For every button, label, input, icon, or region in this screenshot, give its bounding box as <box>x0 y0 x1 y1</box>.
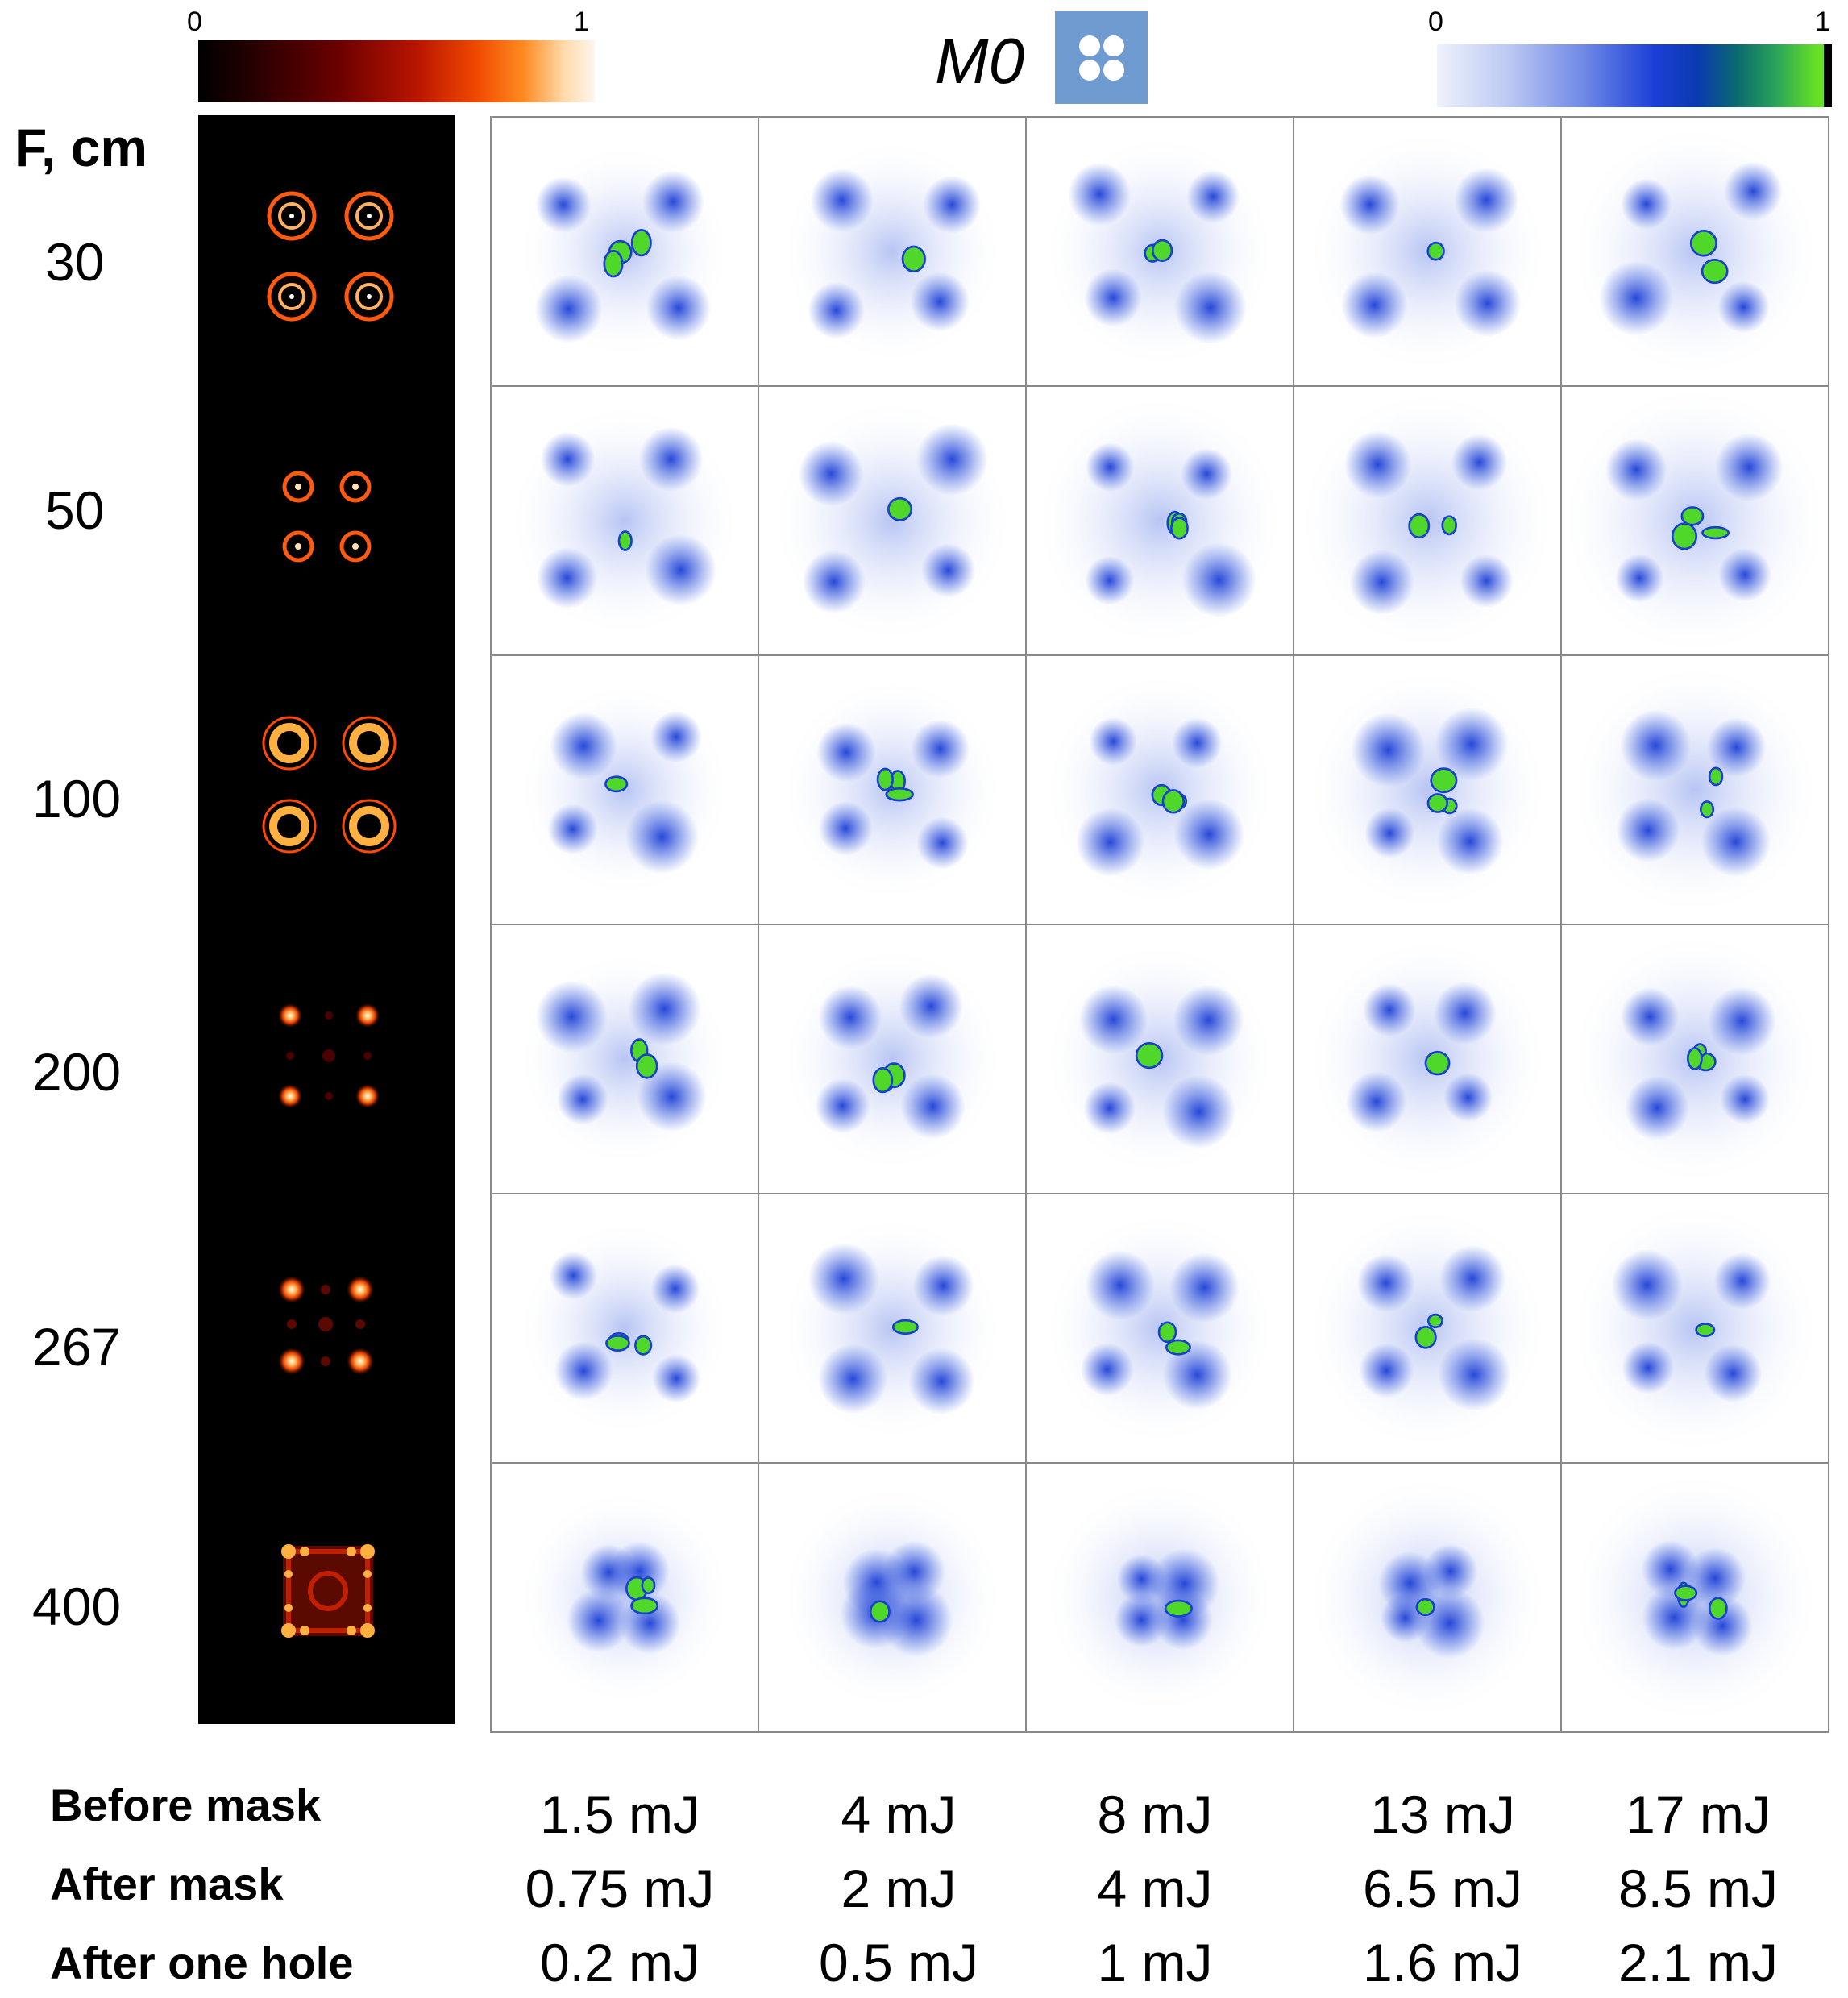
sim-row-100 <box>262 716 397 854</box>
experimental-image-grid <box>490 116 1829 1733</box>
energy-after-2: 2 mJ <box>841 1859 957 1918</box>
row-label-50: 50 <box>45 480 105 540</box>
figure-title: M0 <box>935 25 1025 97</box>
energy-hole-5: 2.1 mJ <box>1618 1933 1779 1992</box>
simulation-column <box>198 115 455 1724</box>
beam-image-F30-col4 <box>1293 116 1562 387</box>
beam-image-F100-col3 <box>1025 654 1294 925</box>
beam-image-F30-col2 <box>758 116 1027 387</box>
row-label-200: 200 <box>32 1042 122 1102</box>
beam-image-F30-col3 <box>1025 116 1294 387</box>
beam-image-F400-col3 <box>1025 1462 1294 1733</box>
hot-colorbar-min-label: 0 <box>187 6 202 37</box>
beam-image-F100-col1 <box>490 654 759 925</box>
beam-image-F50-col5 <box>1560 385 1829 656</box>
row-label-400: 400 <box>32 1576 122 1636</box>
beam-image-F50-col2 <box>758 385 1027 656</box>
beam-image-F267-col1 <box>490 1193 759 1464</box>
blue-green-colorbar <box>1437 44 1832 107</box>
energy-before-3: 8 mJ <box>1097 1784 1213 1844</box>
beam-image-F100-col5 <box>1560 654 1829 925</box>
energy-hole-2: 0.5 mJ <box>818 1933 979 1992</box>
beam-image-F400-col5 <box>1560 1462 1829 1733</box>
energy-hole-4: 1.6 mJ <box>1362 1933 1523 1992</box>
energy-before-5: 17 mJ <box>1626 1784 1771 1844</box>
blue-colorbar-max-label: 1 <box>1815 6 1830 37</box>
label-before-mask: Before mask <box>50 1780 322 1830</box>
beam-image-F50-col3 <box>1025 385 1294 656</box>
beam-image-F267-col2 <box>758 1193 1027 1464</box>
four-hole-mask-icon <box>1055 11 1148 104</box>
simulation-patterns <box>262 191 397 1638</box>
energy-before-1: 1.5 mJ <box>539 1784 700 1844</box>
beam-image-F50-col1 <box>490 385 759 656</box>
energy-before-2: 4 mJ <box>841 1784 957 1844</box>
beam-image-F200-col3 <box>1025 924 1294 1194</box>
row-header: F, cm <box>15 118 148 177</box>
energy-hole-1: 0.2 mJ <box>539 1933 700 1992</box>
hot-colorbar-max-label: 1 <box>574 6 589 37</box>
label-after-mask: After mask <box>50 1859 284 1909</box>
beam-image-F267-col4 <box>1293 1193 1562 1464</box>
row-label-30: 30 <box>45 232 105 292</box>
sim-row-50 <box>282 471 372 563</box>
energy-after-5: 8.5 mJ <box>1618 1859 1779 1918</box>
sim-row-200 <box>277 1003 380 1109</box>
beam-image-F200-col5 <box>1560 924 1829 1194</box>
energy-before-4: 13 mJ <box>1370 1784 1515 1844</box>
sim-row-400 <box>281 1544 375 1638</box>
beam-image-F267-col3 <box>1025 1193 1294 1464</box>
beam-image-F400-col1 <box>490 1462 759 1733</box>
beam-image-F100-col4 <box>1293 654 1562 925</box>
beam-image-F400-col4 <box>1293 1462 1562 1733</box>
beam-image-F30-col1 <box>490 116 759 387</box>
energy-after-4: 6.5 mJ <box>1362 1859 1523 1918</box>
sim-row-30 <box>267 191 394 322</box>
beam-image-F200-col1 <box>490 924 759 1194</box>
energy-hole-3: 1 mJ <box>1097 1933 1213 1992</box>
blue-colorbar-min-label: 0 <box>1428 6 1443 37</box>
beam-image-F267-col5 <box>1560 1193 1829 1464</box>
beam-image-F200-col2 <box>758 924 1027 1194</box>
label-after-one-hole: After one hole <box>50 1938 354 1988</box>
beam-image-F100-col2 <box>758 654 1027 925</box>
beam-image-F50-col4 <box>1293 385 1562 656</box>
energy-after-1: 0.75 mJ <box>525 1859 715 1918</box>
sim-row-267 <box>277 1275 375 1376</box>
row-label-267: 267 <box>32 1317 122 1377</box>
beam-image-F400-col2 <box>758 1462 1027 1733</box>
beam-image-F200-col4 <box>1293 924 1562 1194</box>
beam-image-F30-col5 <box>1560 116 1829 387</box>
energy-after-3: 4 mJ <box>1097 1859 1213 1918</box>
row-label-100: 100 <box>32 769 122 829</box>
hot-colorbar <box>198 40 595 102</box>
